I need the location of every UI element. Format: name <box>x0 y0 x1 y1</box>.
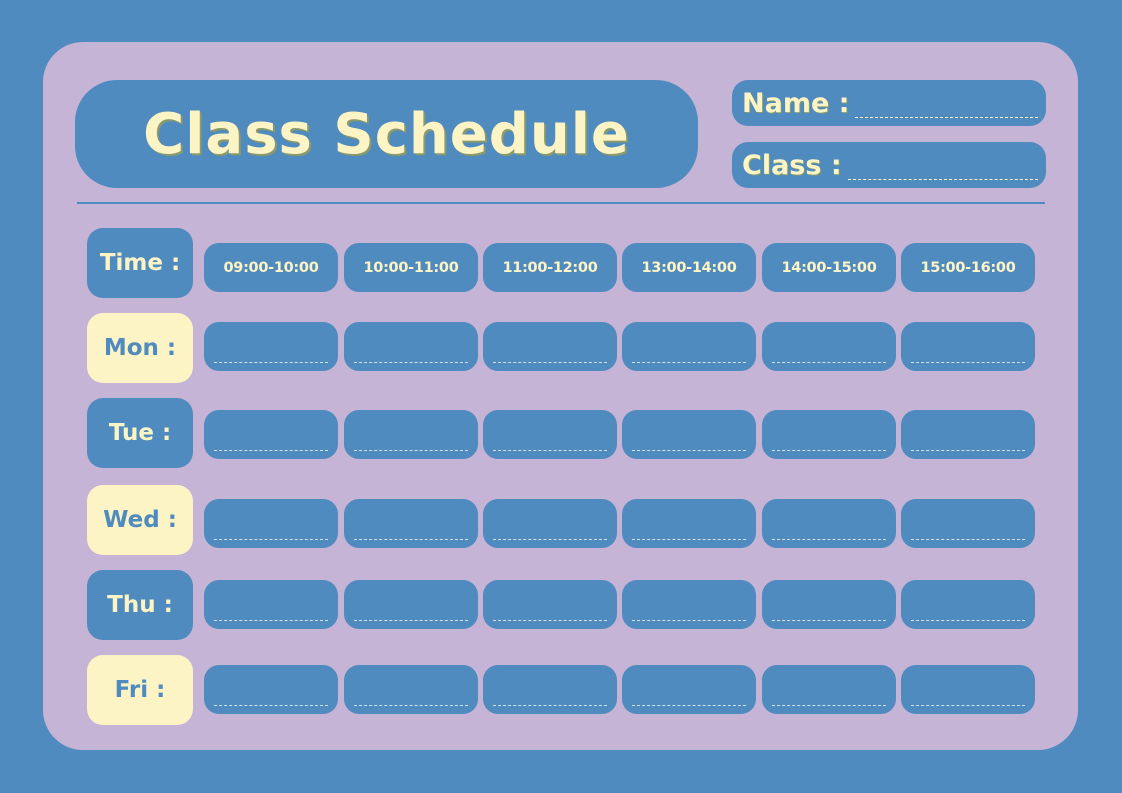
schedule-cell[interactable] <box>344 410 478 459</box>
cell-write-line <box>772 620 886 621</box>
time-slot-header: 15:00-16:00 <box>901 243 1035 292</box>
cell-write-line <box>911 539 1025 540</box>
time-label: Time : <box>87 228 193 298</box>
schedule-cell[interactable] <box>762 580 896 629</box>
day-label: Thu : <box>87 570 193 640</box>
schedule-cell[interactable] <box>762 410 896 459</box>
schedule-cell[interactable] <box>204 499 338 548</box>
schedule-cell[interactable] <box>901 322 1035 371</box>
cell-write-line <box>214 539 328 540</box>
cell-write-line <box>911 620 1025 621</box>
schedule-cell[interactable] <box>204 410 338 459</box>
day-label: Mon : <box>87 313 193 383</box>
day-label: Wed : <box>87 485 193 555</box>
schedule-cell[interactable] <box>762 499 896 548</box>
cell-write-line <box>354 450 468 451</box>
page-title: Class Schedule <box>143 101 630 167</box>
schedule-cell[interactable] <box>762 665 896 714</box>
schedule-cell[interactable] <box>483 410 617 459</box>
time-slot-header: 10:00-11:00 <box>344 243 478 292</box>
cell-write-line <box>214 362 328 363</box>
cell-write-line <box>354 705 468 706</box>
schedule-cell[interactable] <box>483 499 617 548</box>
schedule-cell[interactable] <box>762 322 896 371</box>
time-slot-header: 14:00-15:00 <box>762 243 896 292</box>
schedule-cell[interactable] <box>622 410 756 459</box>
time-slot-header: 13:00-14:00 <box>622 243 756 292</box>
cell-write-line <box>493 362 607 363</box>
cell-write-line <box>214 705 328 706</box>
cell-write-line <box>493 450 607 451</box>
cell-write-line <box>214 450 328 451</box>
class-input-line[interactable] <box>847 179 1038 180</box>
schedule-cell[interactable] <box>622 499 756 548</box>
cell-write-line <box>632 450 746 451</box>
cell-write-line <box>493 705 607 706</box>
class-field[interactable]: Class : <box>732 142 1046 188</box>
name-field[interactable]: Name : <box>732 80 1046 126</box>
name-label: Name : <box>742 87 850 119</box>
cell-write-line <box>493 620 607 621</box>
schedule-cell[interactable] <box>483 665 617 714</box>
schedule-cell[interactable] <box>622 322 756 371</box>
schedule-cell[interactable] <box>204 665 338 714</box>
schedule-cell[interactable] <box>901 499 1035 548</box>
cell-write-line <box>214 620 328 621</box>
schedule-cell[interactable] <box>901 665 1035 714</box>
divider <box>77 202 1045 204</box>
cell-write-line <box>354 362 468 363</box>
schedule-cell[interactable] <box>204 322 338 371</box>
schedule-cell[interactable] <box>622 580 756 629</box>
cell-write-line <box>772 450 886 451</box>
cell-write-line <box>772 705 886 706</box>
schedule-cell[interactable] <box>483 580 617 629</box>
cell-write-line <box>632 362 746 363</box>
schedule-cell[interactable] <box>344 499 478 548</box>
schedule-cell[interactable] <box>622 665 756 714</box>
cell-write-line <box>772 539 886 540</box>
cell-write-line <box>911 705 1025 706</box>
schedule-cell[interactable] <box>344 580 478 629</box>
schedule-cell[interactable] <box>901 580 1035 629</box>
title-banner: Class Schedule <box>75 80 698 188</box>
cell-write-line <box>354 539 468 540</box>
cell-write-line <box>632 705 746 706</box>
name-input-line[interactable] <box>855 117 1038 118</box>
class-label: Class : <box>742 149 842 181</box>
day-label: Fri : <box>87 655 193 725</box>
cell-write-line <box>493 539 607 540</box>
schedule-cell[interactable] <box>901 410 1035 459</box>
cell-write-line <box>772 362 886 363</box>
cell-write-line <box>632 539 746 540</box>
day-label: Tue : <box>87 398 193 468</box>
cell-write-line <box>911 450 1025 451</box>
schedule-cell[interactable] <box>344 322 478 371</box>
cell-write-line <box>911 362 1025 363</box>
schedule-cell[interactable] <box>483 322 617 371</box>
cell-write-line <box>632 620 746 621</box>
schedule-cell[interactable] <box>204 580 338 629</box>
cell-write-line <box>354 620 468 621</box>
time-slot-header: 09:00-10:00 <box>204 243 338 292</box>
time-slot-header: 11:00-12:00 <box>483 243 617 292</box>
schedule-cell[interactable] <box>344 665 478 714</box>
